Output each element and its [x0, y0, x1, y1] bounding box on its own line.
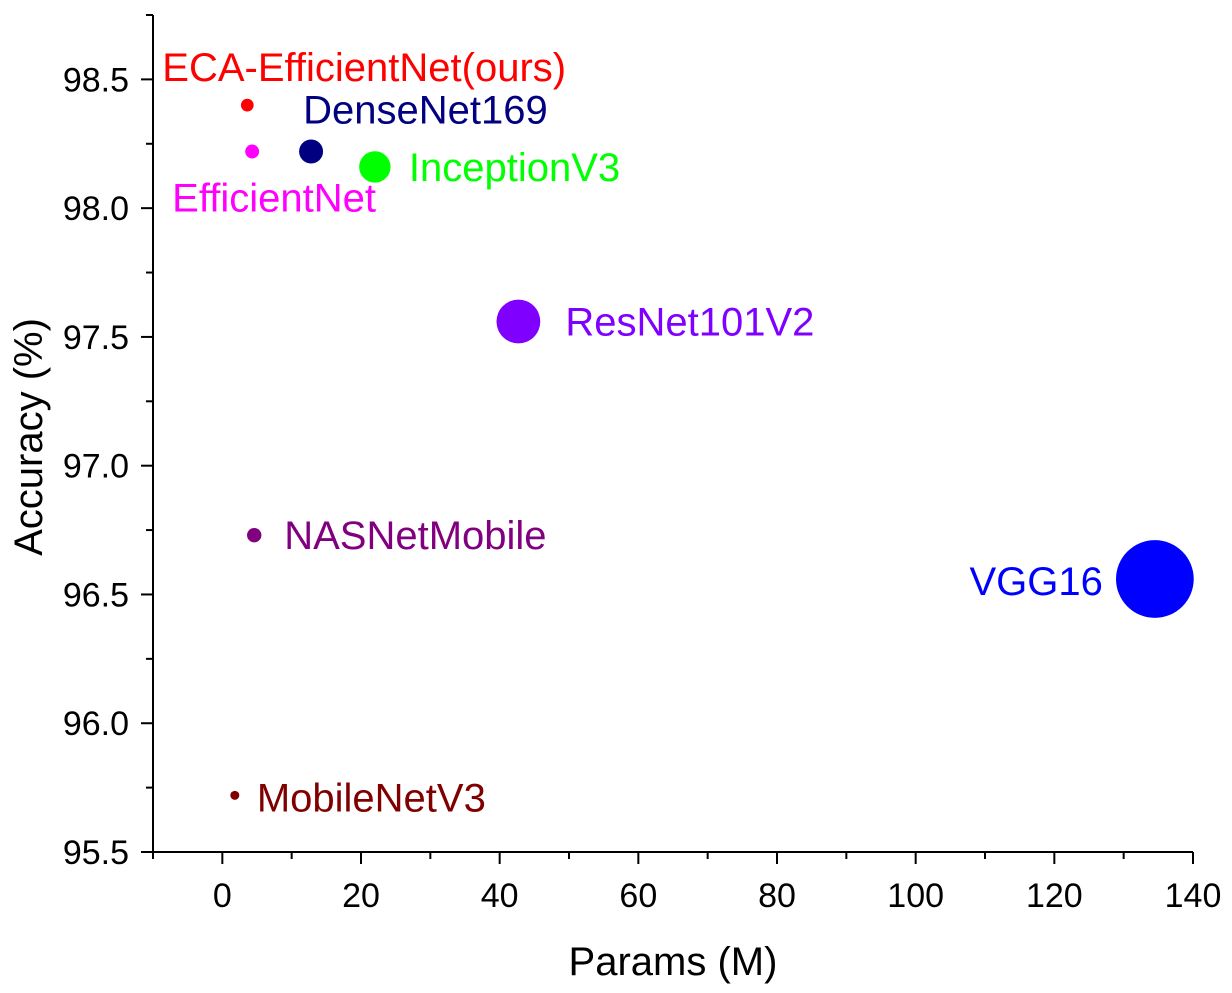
x-tick-label: 60 — [619, 877, 657, 915]
point-mobilenetv3 — [230, 790, 240, 800]
y-tick-label: 96.0 — [63, 705, 129, 743]
point-resnet101v2 — [496, 299, 541, 344]
y-tick-label: 98.5 — [63, 61, 129, 99]
x-tick-label: 80 — [758, 877, 796, 915]
label-nasnetmobile: NASNetMobile — [284, 514, 546, 558]
y-axis-title: Accuracy (%) — [7, 318, 51, 556]
x-tick-label: 120 — [1026, 877, 1083, 915]
x-tick-label: 100 — [887, 877, 944, 915]
axes: 0 20 40 60 80 100 120 140 95.5 96.0 96.5 97.0 97.5 98… — [63, 14, 1222, 915]
point-efficientnet — [245, 144, 260, 159]
point-nasnetmobile — [247, 528, 262, 543]
x-tick-label: 0 — [213, 877, 232, 915]
label-densenet169: DenseNet169 — [303, 88, 548, 132]
point-inceptionv3 — [359, 151, 391, 183]
y-tick-label: 97.5 — [63, 319, 129, 357]
x-axis-title: Params (M) — [569, 940, 778, 984]
point-labels: ECA-EfficientNet(ours)DenseNet169 Efficie… — [162, 46, 1103, 820]
y-tick-label: 95.5 — [63, 834, 129, 872]
y-tick-label: 96.5 — [63, 576, 129, 614]
x-tick-label: 20 — [342, 877, 380, 915]
label-vgg16: VGG16 — [969, 560, 1102, 604]
y-tick-label: 98.0 — [63, 190, 129, 228]
x-tick-label: 40 — [481, 877, 519, 915]
label-eca-efficientnet-ours: ECA-EfficientNet(ours) — [162, 46, 566, 90]
point-densenet169 — [299, 139, 324, 164]
y-tick-label: 97.0 — [63, 448, 129, 486]
label-inceptionv3: InceptionV3 — [409, 146, 620, 190]
x-tick-label: 140 — [1165, 877, 1222, 915]
label-efficientnet: EfficientNet — [172, 176, 376, 220]
label-mobilenetv3: MobileNetV3 — [257, 776, 486, 820]
data-points — [230, 98, 1194, 800]
point-eca-efficientnet-ours — [240, 98, 254, 112]
point-vgg16 — [1116, 540, 1194, 618]
label-resnet101v2: ResNet101V2 — [565, 300, 814, 344]
